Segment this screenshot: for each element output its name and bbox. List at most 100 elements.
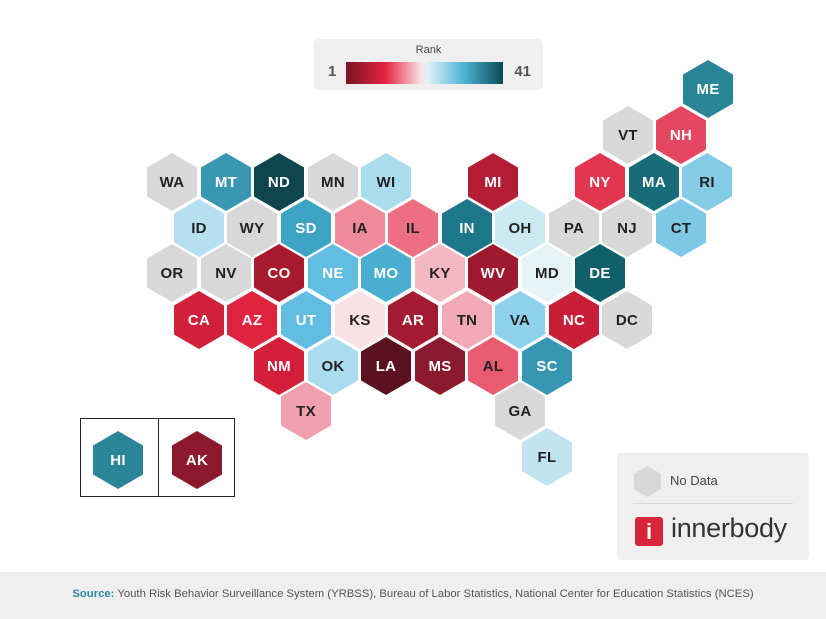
state-hex-ia: IA (335, 199, 385, 257)
state-label: KY (429, 264, 451, 282)
state-label: WY (239, 219, 265, 237)
state-hex-az: AZ (227, 291, 277, 349)
state-hex-ne: NE (308, 244, 358, 302)
state-label: WI (376, 173, 396, 191)
state-label: MT (214, 173, 238, 191)
state-label: SC (536, 357, 558, 375)
state-hex-ga: GA (495, 382, 545, 440)
state-hex-mn: MN (308, 153, 358, 211)
state-label: MD (535, 264, 559, 282)
state-label: DE (589, 264, 611, 282)
state-hex-ms: MS (415, 337, 465, 395)
state-hex-me: ME (683, 60, 733, 118)
state-label: DC (615, 311, 639, 329)
state-hex-tx: TX (281, 382, 331, 440)
state-hex-ca: CA (174, 291, 224, 349)
state-hex-nj: NJ (602, 199, 652, 257)
state-label: MN (321, 173, 345, 191)
state-hex-sc: SC (522, 337, 572, 395)
state-hex-al: AL (468, 337, 518, 395)
state-hex-ri: RI (682, 153, 732, 211)
state-label: MI (484, 173, 502, 191)
state-label: TN (456, 311, 478, 329)
state-label: VA (509, 311, 531, 329)
state-label: PA (563, 219, 585, 237)
state-label: CA (187, 311, 211, 329)
state-label: VT (618, 126, 638, 144)
state-label: CT (670, 219, 692, 237)
state-hex-hi: HI (93, 431, 143, 489)
rank-legend: Rank 1 41 (314, 39, 543, 90)
state-label: ID (191, 219, 207, 237)
state-hex-wv: WV (468, 244, 518, 302)
state-label: NH (669, 126, 693, 144)
state-hex-nv: NV (201, 244, 251, 302)
state-label: AL (482, 357, 504, 375)
state-hex-or: OR (147, 244, 197, 302)
state-hex-wa: WA (147, 153, 197, 211)
state-hex-dc: DC (602, 291, 652, 349)
state-label: ND (267, 173, 291, 191)
no-data-label: No Data (670, 473, 718, 488)
state-label: NY (589, 173, 611, 191)
state-hex-co: CO (254, 244, 304, 302)
state-label: TX (296, 402, 316, 420)
innerbody-logo-text: innerbody (671, 513, 787, 543)
state-label: NE (322, 264, 344, 282)
state-hex-ok: OK (308, 337, 358, 395)
state-label: ME (696, 80, 720, 98)
state-label: OH (508, 219, 532, 237)
state-hex-mo: MO (361, 244, 411, 302)
source-label: Source: (72, 588, 115, 600)
innerbody-logo-icon: i (635, 517, 663, 546)
state-label: AR (401, 311, 425, 329)
state-hex-in: IN (442, 199, 492, 257)
state-label: GA (508, 402, 532, 420)
state-label: IN (459, 219, 475, 237)
state-label: OK (321, 357, 345, 375)
state-hex-il: IL (388, 199, 438, 257)
state-hex-pa: PA (549, 199, 599, 257)
state-label: WV (480, 264, 506, 282)
state-label: LA (375, 357, 397, 375)
rank-min-label: 1 (328, 63, 337, 80)
inset-divider (158, 419, 160, 496)
state-label: KS (349, 311, 371, 329)
state-label: IL (406, 219, 420, 237)
state-hex-va: VA (495, 291, 545, 349)
state-label: FL (537, 448, 557, 466)
state-hex-wy: WY (227, 199, 277, 257)
state-label: OR (160, 264, 184, 282)
state-label: MA (642, 173, 666, 191)
state-label: AZ (241, 311, 263, 329)
state-hex-ak: AK (172, 431, 222, 489)
state-hex-md: MD (522, 244, 572, 302)
state-label: IA (352, 219, 368, 237)
source-footer: Source: Youth Risk Behavior Surveillance… (0, 572, 826, 619)
state-hex-nh: NH (656, 106, 706, 164)
rank-gradient-bar (346, 62, 503, 84)
state-hex-ct: CT (656, 199, 706, 257)
state-hex-mt: MT (201, 153, 251, 211)
state-hex-tn: TN (442, 291, 492, 349)
state-hex-sd: SD (281, 199, 331, 257)
state-hex-ny: NY (575, 153, 625, 211)
legend-divider (633, 503, 793, 504)
state-hex-nm: NM (254, 337, 304, 395)
state-label: NC (562, 311, 586, 329)
state-hex-id: ID (174, 199, 224, 257)
state-hex-ks: KS (335, 291, 385, 349)
state-label: WA (159, 173, 185, 191)
state-hex-vt: VT (603, 106, 653, 164)
state-hex-fl: FL (522, 428, 572, 486)
state-label: MO (373, 264, 399, 282)
state-label: NV (215, 264, 237, 282)
state-hex-ky: KY (415, 244, 465, 302)
hex-map: ME VT NH WA MT ND MN WI MI NY MA RI ID WY SD IA IL IN OH PA… (93, 60, 733, 489)
state-hex-ar: AR (388, 291, 438, 349)
no-data-legend: No Data i innerbody (617, 453, 809, 560)
state-hex-oh: OH (495, 199, 545, 257)
state-label: CO (267, 264, 291, 282)
state-label: MS (428, 357, 452, 375)
state-label: RI (699, 173, 715, 191)
